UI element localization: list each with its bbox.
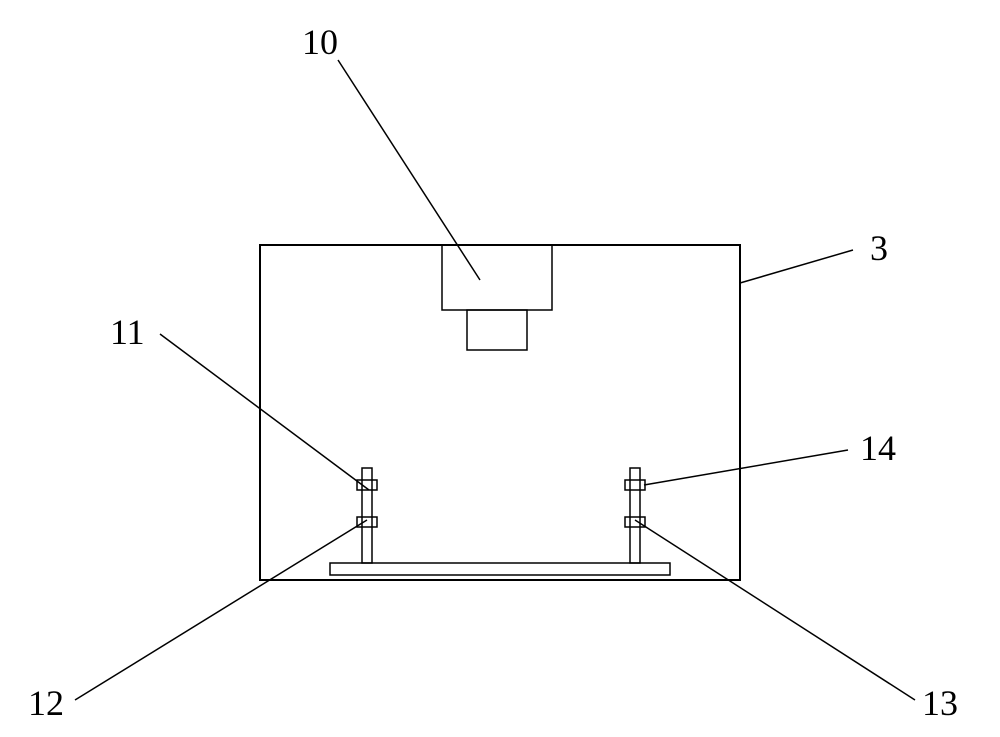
- label-11: 11: [110, 314, 145, 350]
- label-12: 12: [28, 685, 64, 721]
- label-3: 3: [870, 230, 888, 266]
- label-10: 10: [302, 24, 338, 60]
- label-14: 14: [860, 430, 896, 466]
- label-13: 13: [922, 685, 958, 721]
- diagram-svg: [0, 0, 1000, 737]
